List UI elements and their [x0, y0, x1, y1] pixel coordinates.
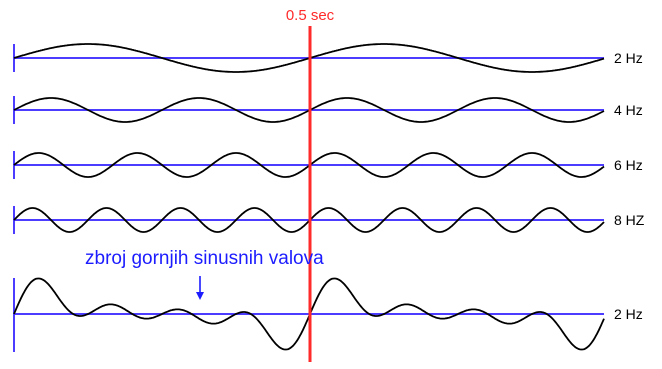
row-label-5: 2 Hz — [614, 306, 643, 322]
row-label-4: 8 HZ — [614, 212, 645, 228]
row-label-3: 6 Hz — [614, 157, 643, 173]
sum-annotation-text: zbroj gornjih sinusnih valova — [85, 248, 324, 269]
row-label-2: 4 Hz — [614, 102, 643, 118]
half-second-marker-label: 0.5 sec — [286, 7, 335, 24]
row-labels: 2 Hz 4 Hz 6 Hz 8 HZ 2 Hz — [614, 50, 645, 322]
sum-annotation-arrow — [196, 276, 204, 300]
row-label-1: 2 Hz — [614, 50, 643, 66]
